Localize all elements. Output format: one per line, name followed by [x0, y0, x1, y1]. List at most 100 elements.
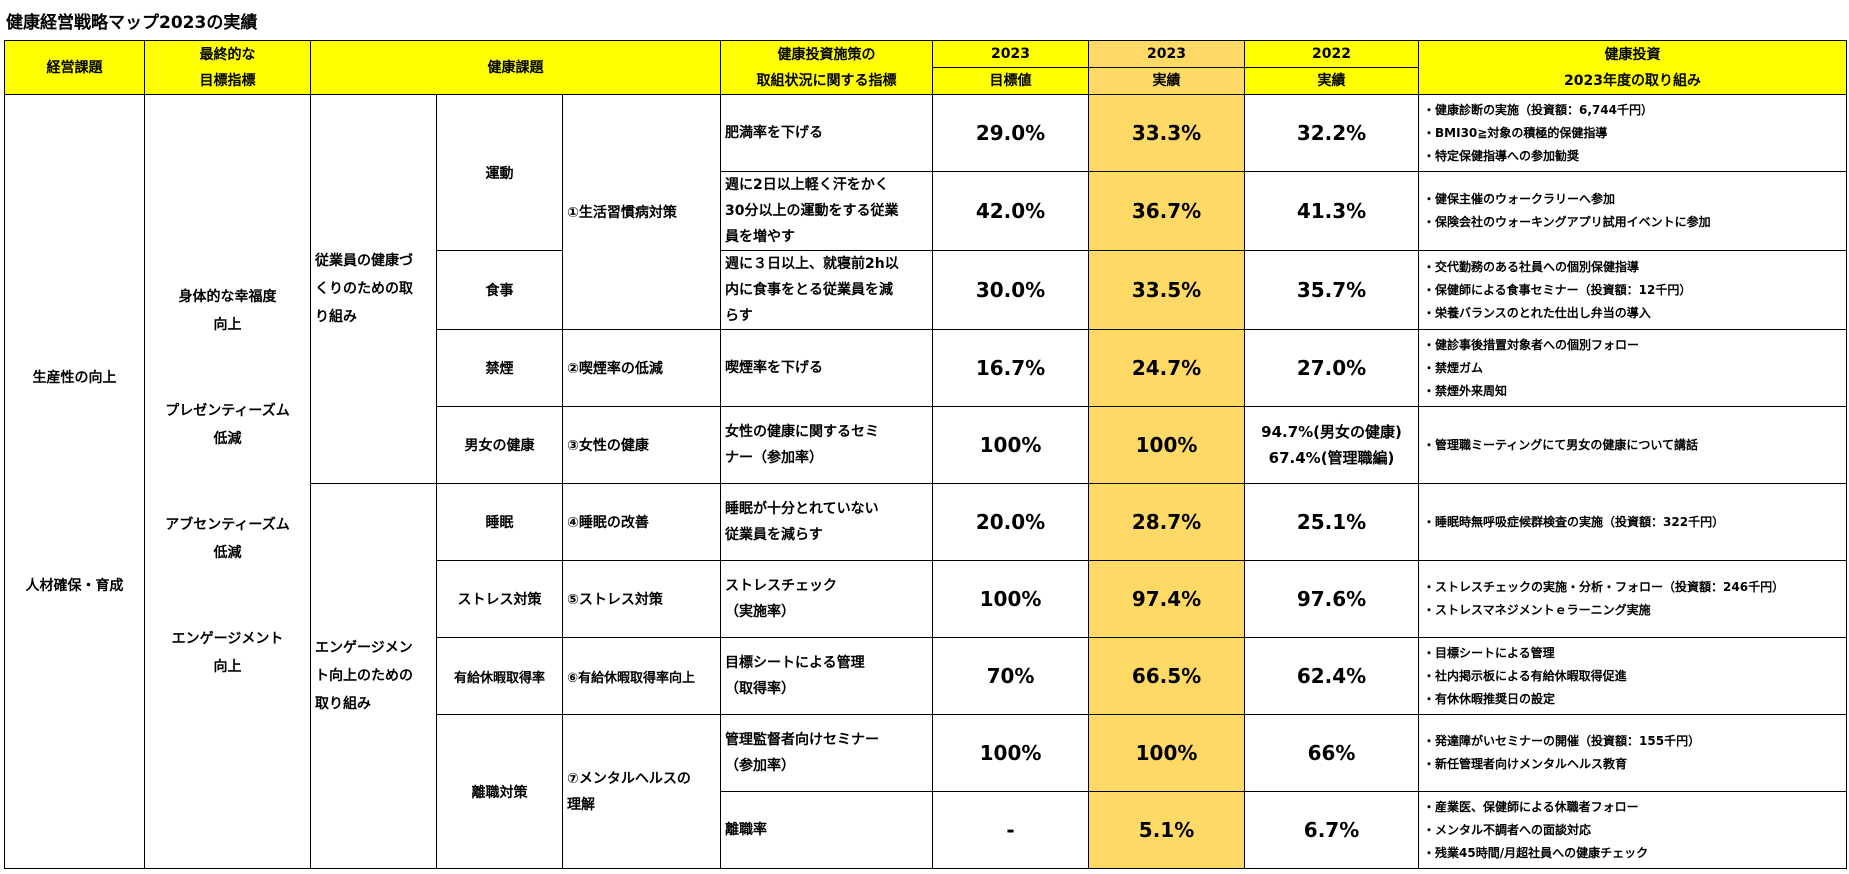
- header-saishu-1: 最終的な: [199, 46, 256, 63]
- indicator-line: ストレスチェック: [725, 578, 838, 594]
- actions-cell: ・管理職ミーティングにて男女の健康について講話: [1418, 406, 1848, 484]
- header-saishu-2: 目標指標: [199, 72, 256, 89]
- action-item: ・保健師による食事セミナー（投資額：12千円）: [1423, 282, 1692, 297]
- action-item: ・目標シートによる管理: [1423, 645, 1555, 660]
- action-item: ・社内掲示板による有給休暇取得促進: [1423, 668, 1627, 683]
- keiei-1: 生産性の向上: [32, 369, 117, 386]
- header-saishu: 最終的な 目標指標: [144, 40, 311, 95]
- category-danjo: 男女の健康: [436, 406, 563, 484]
- group-engagement-1: エンゲージメン: [315, 640, 413, 656]
- actual-2023-value: 66.5%: [1088, 637, 1246, 715]
- saishu-4a: エンゲージメント: [171, 630, 284, 647]
- keiei-2: 人材確保・育成: [25, 577, 124, 594]
- actions-cell: ・発達障がいセミナーの開催（投資額：155千円） ・新任管理者向けメンタルヘルス…: [1418, 714, 1848, 792]
- saishu-1a: 身体的な幸福度: [178, 288, 277, 305]
- action-item: ・管理職ミーティングにて男女の健康について講話: [1423, 437, 1698, 452]
- target-value: 16.7%: [932, 329, 1090, 407]
- target-value: 70%: [932, 637, 1090, 715]
- target-value: -: [932, 791, 1090, 869]
- actual-2023-value: 28.7%: [1088, 483, 1246, 561]
- action-item: ・保険会社のウォーキングアプリ試用イベントに参加: [1423, 215, 1711, 229]
- header-jisseki-2022: 実績: [1244, 67, 1420, 95]
- action-item: ・メンタル不調者への面談対応: [1423, 822, 1592, 837]
- group-kenkozukuri-3: り組み: [315, 309, 357, 325]
- group-kenkozukuri-1: 従業員の健康づ: [315, 253, 413, 269]
- action-item: ・BMI30≧対象の積極的保健指導: [1423, 125, 1608, 140]
- header-shisaku-1: 健康投資施策の: [777, 46, 876, 63]
- category-yukyu: 有給休暇取得率: [436, 637, 563, 715]
- header-kenko-kadai: 健康課題: [309, 40, 722, 95]
- measure-7-line-1: ⑦メンタルヘルスの: [567, 770, 691, 787]
- indicator-cell: 目標シートによる管理 （取得率）: [720, 637, 934, 715]
- indicator-cell: 離職率: [720, 791, 934, 869]
- actual-2023-value: 100%: [1088, 406, 1246, 484]
- category-suimin: 睡眠: [436, 483, 563, 561]
- target-value: 100%: [932, 560, 1090, 638]
- actual-2022-value: 35.7%: [1244, 250, 1420, 330]
- action-item: ・睡眠時無呼吸症候群検査の実施（投資額：322千円）: [1423, 514, 1725, 529]
- actual-2022-line: 67.4%(管理職編): [1268, 449, 1395, 467]
- indicator-cell: 肥満率を下げる: [720, 94, 934, 172]
- group-engagement-2: ト向上のための: [315, 668, 413, 684]
- actions-cell: ・目標シートによる管理 ・社内掲示板による有給休暇取得促進 ・有休休暇推奨日の設…: [1418, 637, 1848, 715]
- actual-2022-value: 25.1%: [1244, 483, 1420, 561]
- header-shisaku-2: 取組状況に関する指標: [756, 72, 897, 89]
- header-shisaku: 健康投資施策の取組状況に関する指標: [720, 40, 934, 95]
- indicator-line: 内に食事をとる従業員を減: [725, 282, 894, 298]
- action-item: ・健診事後措置対象者への個別フォロー: [1423, 337, 1640, 352]
- group-kenkozukuri-2: くりのための取: [315, 281, 413, 297]
- page-title: 健康経営戦略マップ2023の実績: [6, 13, 258, 33]
- indicator-line: 目標シートによる管理: [725, 655, 865, 671]
- actual-2023-value: 24.7%: [1088, 329, 1246, 407]
- indicator-line: 喫煙率を下げる: [725, 360, 824, 376]
- measure-3: ③女性の健康: [561, 406, 722, 484]
- header-keiei: 経営課題: [4, 40, 145, 95]
- indicator-cell: 睡眠が十分とれていない 従業員を減らす: [720, 483, 934, 561]
- actual-2022-value: 32.2%: [1244, 94, 1420, 172]
- category-shokuji: 食事: [436, 250, 563, 330]
- actual-2022-value: 27.0%: [1244, 329, 1420, 407]
- indicator-cell: 週に３日以上、就寝前2h以 内に食事をとる従業員を減 らす: [720, 250, 934, 330]
- actual-2023-value: 33.5%: [1088, 250, 1246, 330]
- target-value: 20.0%: [932, 483, 1090, 561]
- indicator-line: 従業員を減らす: [725, 527, 823, 543]
- actual-2022-value: 6.7%: [1244, 791, 1420, 869]
- action-item: ・禁煙ガム: [1423, 360, 1484, 375]
- target-value: 29.0%: [932, 94, 1090, 172]
- group-engagement-3: 取り組み: [315, 696, 371, 712]
- indicator-line: 肥満率を下げる: [725, 125, 824, 141]
- measure-2: ②喫煙率の低減: [561, 329, 722, 407]
- indicator-line: ナー（参加率）: [725, 450, 824, 466]
- header-2023-target-year: 2023: [932, 40, 1090, 68]
- header-jisseki-2023: 実績: [1088, 67, 1246, 95]
- category-stress: ストレス対策: [436, 560, 563, 638]
- actions-cell: ・健保主催のウォークラリーへ参加 ・保険会社のウォーキングアプリ試用イベントに参…: [1418, 171, 1848, 251]
- actions-cell: ・健診事後措置対象者への個別フォロー ・禁煙ガム ・禁煙外来周知: [1418, 329, 1848, 407]
- actual-2022-value: 94.7%(男女の健康) 67.4%(管理職編): [1244, 406, 1420, 484]
- actual-2023-value: 36.7%: [1088, 171, 1246, 251]
- indicator-line: らす: [725, 308, 753, 324]
- action-item: ・栄養バランスのとれた仕出し弁当の導入: [1423, 305, 1651, 320]
- action-item: ・禁煙外来周知: [1423, 383, 1508, 398]
- saishu-4b: 向上: [213, 658, 242, 675]
- measure-7: ⑦メンタルヘルスの 理解: [561, 714, 722, 869]
- indicator-cell: ストレスチェック （実施率）: [720, 560, 934, 638]
- indicator-cell: 喫煙率を下げる: [720, 329, 934, 407]
- indicator-line: 女性の健康に関するセミ: [725, 424, 880, 440]
- header-toshi: 健康投資 2023年度の取り組み: [1418, 40, 1848, 95]
- saishu-3b: 低減: [213, 544, 242, 561]
- indicator-line: （取得率）: [725, 681, 796, 697]
- indicator-line: 離職率: [725, 822, 768, 838]
- indicator-cell: 週に2日以上軽く汗をかく 30分以上の運動をする従業 員を増やす: [720, 171, 934, 251]
- indicator-line: 管理監督者向けセミナー: [725, 732, 880, 748]
- actual-2022-line: 94.7%(男女の健康): [1261, 423, 1402, 441]
- header-2023-actual-year: 2023: [1088, 40, 1246, 68]
- actual-2023-value: 5.1%: [1088, 791, 1246, 869]
- group-engagement: エンゲージメン ト向上のための 取り組み: [310, 483, 437, 869]
- actions-cell: ・産業医、保健師による休職者フォロー ・メンタル不調者への面談対応 ・残業45時…: [1418, 791, 1848, 869]
- target-value: 100%: [932, 714, 1090, 792]
- actual-2022-value: 66%: [1244, 714, 1420, 792]
- keiei-cell: 生産性の向上 人材確保・育成: [4, 94, 145, 869]
- action-item: ・有休休暇推奨日の設定: [1423, 691, 1556, 706]
- actions-cell: ・健康診断の実施（投資額：6,744千円） ・BMI30≧対象の積極的保健指導 …: [1418, 94, 1848, 172]
